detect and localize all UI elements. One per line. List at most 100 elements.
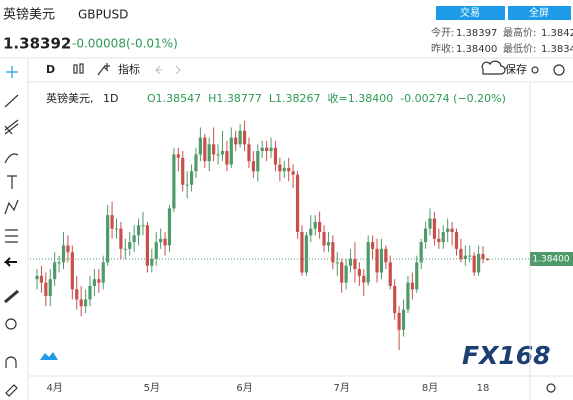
candle-body — [300, 231, 304, 273]
candle-body — [92, 279, 97, 286]
x-tick-label: 7月 — [334, 382, 350, 394]
cloud-icon[interactable] — [481, 60, 506, 75]
candle-body — [53, 262, 57, 280]
trade-button[interactable] — [436, 6, 505, 20]
candle-body — [212, 144, 216, 155]
stats: 今开:1.38397 最高价: 1.38421 昨收:1.38400 最低价: 1.383… — [431, 26, 573, 55]
back-tool[interactable] — [3, 257, 17, 267]
stat-value: 1.38397 — [456, 28, 497, 39]
candle-body — [468, 255, 472, 257]
candle-body — [207, 144, 211, 162]
legend-ohlc: O1.38547 H1.38777 L1.38267 收=1.38400 -0.… — [147, 91, 506, 105]
candle-style-button[interactable] — [73, 63, 84, 74]
interval-button[interactable]: D — [46, 63, 55, 76]
pattern-tool[interactable] — [4, 199, 19, 215]
measure-tool[interactable] — [4, 289, 19, 304]
indicator-icon[interactable] — [97, 63, 110, 76]
candle-body — [375, 248, 379, 273]
magnet-tool[interactable] — [5, 356, 17, 368]
candle-body — [225, 151, 229, 165]
candle-body — [326, 242, 331, 246]
crosshair-tool[interactable] — [6, 66, 18, 78]
candle-body — [70, 252, 74, 290]
candle-body — [287, 167, 291, 172]
trade-button-label[interactable]: 交易 — [460, 6, 480, 19]
candle-body — [472, 255, 476, 273]
candle-body — [273, 147, 278, 165]
candle-body — [410, 282, 414, 290]
candle-body — [384, 248, 388, 263]
axis-settings[interactable] — [546, 383, 556, 393]
candle-body — [401, 309, 406, 330]
fullscreen-button[interactable] — [508, 6, 571, 20]
candle-body — [185, 184, 189, 186]
undo-redo[interactable] — [155, 65, 181, 75]
candle-body — [119, 228, 123, 249]
candle-body — [318, 221, 322, 232]
brush-tool[interactable] — [4, 153, 19, 164]
last-price-label: 1.38400 — [532, 254, 569, 264]
candle-body — [114, 228, 119, 230]
fullscreen-button-label[interactable]: 全屏 — [529, 6, 549, 19]
camera-icon[interactable] — [553, 64, 565, 76]
candle-body — [216, 154, 220, 156]
symbol: GBPUSD — [78, 8, 128, 22]
candle-body — [415, 262, 419, 290]
line-tool[interactable] — [4, 94, 19, 108]
candle-body — [348, 258, 353, 266]
candle-body — [256, 151, 260, 172]
prediction-tool[interactable] — [5, 229, 18, 243]
candle-body — [362, 275, 366, 283]
legend-symbol: 英镑美元, — [46, 91, 94, 105]
candle-body — [39, 275, 44, 283]
candle-body — [260, 147, 264, 152]
settings-icon[interactable] — [531, 66, 539, 74]
candle-body — [44, 282, 48, 297]
candle-body — [265, 147, 269, 152]
candle-body — [220, 151, 225, 155]
candle-body — [141, 225, 145, 227]
candle-body — [150, 258, 154, 266]
candle-body — [163, 238, 167, 246]
candle-body — [198, 137, 202, 155]
price: 1.38392 — [3, 35, 71, 53]
candle-body — [194, 154, 198, 172]
zoom-tool[interactable] — [5, 318, 17, 330]
candle-body — [463, 255, 467, 259]
candle-body — [419, 242, 423, 263]
candle-body — [159, 238, 163, 243]
candle-body — [79, 299, 83, 307]
candle-body — [335, 262, 339, 264]
lock-tool[interactable] — [5, 384, 18, 397]
candle-body — [229, 137, 233, 165]
candle-body — [397, 312, 401, 330]
stat-label: 昨收: — [431, 42, 454, 55]
title: 英镑美元 — [3, 7, 55, 23]
candle-body — [441, 231, 445, 243]
candle-body — [242, 130, 247, 145]
save-button[interactable]: 保存 — [505, 62, 527, 76]
candle-body — [172, 154, 176, 209]
fib-tool[interactable] — [4, 119, 19, 135]
candle-body — [154, 242, 158, 259]
candle-body — [432, 218, 437, 239]
candle-body — [291, 171, 295, 175]
candle-body — [371, 242, 375, 249]
stat-label: 今开: — [431, 26, 454, 39]
watermark: FX168 — [462, 341, 551, 370]
candle-body — [446, 228, 450, 232]
candle-body — [61, 245, 66, 263]
candle-body — [481, 253, 485, 259]
text-tool[interactable] — [7, 175, 17, 189]
candle-body — [176, 154, 180, 158]
indicators-button[interactable]: 指标 — [118, 62, 140, 76]
candle-body — [101, 262, 105, 283]
x-tick-label: 5月 — [144, 382, 160, 394]
candle-body — [167, 208, 172, 246]
candle-body — [57, 262, 61, 264]
candle-body — [181, 157, 185, 185]
candle-body — [340, 262, 344, 283]
candle-body — [132, 235, 136, 243]
